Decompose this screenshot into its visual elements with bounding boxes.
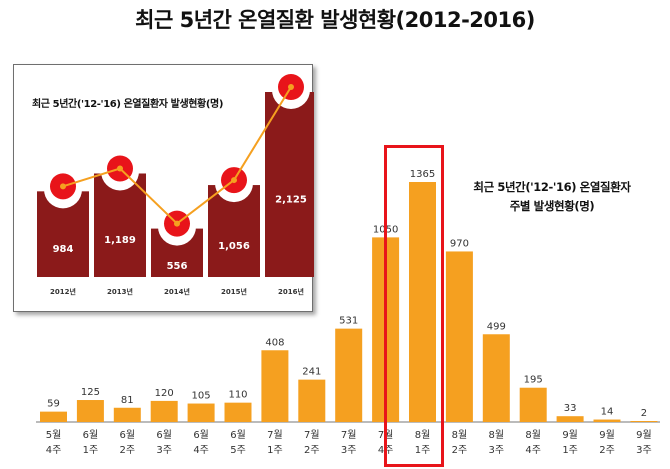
bar-value-label: 531 [339, 316, 358, 327]
x-tick-label: 2주 [452, 445, 468, 456]
inset-bar-2013년 [94, 173, 146, 277]
x-tick-label: 9월 [562, 429, 578, 441]
bar-value-label: 110 [228, 390, 247, 401]
bar-value-label: 33 [564, 403, 577, 414]
weekly-chart-title-line2: 주별 발생현황(명) [509, 199, 595, 213]
x-tick-label: 6월 [230, 429, 246, 441]
x-tick-label: 5월 [46, 429, 62, 441]
inset-chart-svg: 984 2012년 1,189 2013년 556 2014년 1,056 2015년 2,12… [37, 71, 314, 296]
bar-value-label: 241 [302, 367, 321, 378]
x-tick-label: 8월 [415, 429, 431, 441]
x-tick-label: 6월 [156, 429, 172, 441]
inset-value-label: 2,125 [275, 195, 307, 206]
bar-6월-1주 [76, 400, 104, 422]
bar-6월-2주 [113, 407, 141, 422]
x-tick-label: 9월 [636, 429, 652, 441]
bar-value-label: 970 [450, 238, 469, 249]
x-tick-label: 2주 [304, 445, 320, 456]
weekly-chart-title-line1: 최근 5년간('12-'16) 온열질환자 [473, 180, 631, 194]
x-tick-label: 6월 [83, 429, 99, 441]
bar-7월-2주 [298, 379, 326, 422]
inset-line-point [231, 177, 237, 184]
inset-x-label: 2012년 [50, 287, 76, 296]
inset-value-label: 984 [53, 244, 74, 255]
bar-9월-2주 [593, 419, 621, 422]
x-tick-label: 7월 [341, 429, 357, 441]
bar-value-label: 408 [265, 337, 284, 348]
x-tick-label: 4주 [193, 445, 209, 456]
inset-line-point [60, 183, 66, 190]
bar-5월-4주 [40, 411, 67, 422]
x-tick-label: 3주 [341, 445, 357, 456]
x-tick-label: 1주 [415, 445, 431, 456]
bar-8월-4주 [519, 387, 547, 422]
bar-6월-4주 [187, 403, 215, 422]
x-tick-label: 8월 [452, 429, 468, 441]
x-tick-label: 3주 [156, 445, 172, 456]
x-tick-label: 5주 [230, 445, 246, 456]
x-tick-label: 2주 [120, 445, 136, 456]
x-tick-label: 3주 [489, 445, 505, 456]
inset-chart-title: 최근 5년간('12-'16) 온열질환자 발생현황(명) [32, 99, 223, 110]
inset-line-point [288, 84, 294, 90]
bar-6월-3주 [150, 400, 178, 422]
x-tick-label: 6월 [120, 429, 136, 441]
bar-value-label: 105 [192, 391, 211, 402]
x-tick-label: 8월 [525, 429, 541, 441]
x-tick-label: 1주 [267, 445, 283, 456]
inset-x-label: 2013년 [107, 287, 133, 296]
x-tick-label: 7월 [304, 429, 320, 441]
bar-7월-3주 [335, 328, 363, 422]
x-tick-label: 4주 [525, 445, 541, 456]
x-tick-label: 7월 [267, 429, 283, 441]
bar-value-label: 195 [524, 375, 543, 386]
bar-value-label: 125 [81, 387, 100, 398]
x-tick-label: 4주 [46, 445, 62, 456]
bar-9월-1주 [556, 416, 584, 422]
bar-value-label: 2 [641, 408, 647, 419]
x-tick-label: 8월 [489, 429, 505, 441]
bar-value-label: 1365 [410, 169, 435, 180]
august-week1-highlight [384, 145, 444, 467]
bar-value-label: 14 [601, 407, 614, 418]
inset-line-point [174, 220, 180, 227]
inset-line-point [117, 165, 123, 172]
x-tick-label: 3주 [636, 445, 652, 456]
x-tick-label: 2주 [599, 445, 615, 456]
inset-x-label: 2014년 [164, 287, 190, 296]
x-tick-label: 1주 [562, 445, 578, 456]
weekly-chart-title: 최근 5년간('12-'16) 온열질환자 주별 발생현황(명) [452, 178, 652, 216]
inset-bar-2016년 [265, 92, 314, 277]
x-tick-label: 6월 [193, 429, 209, 441]
inset-x-label: 2015년 [221, 287, 247, 296]
bar-value-label: 59 [47, 399, 60, 410]
bar-8월-3주 [482, 334, 510, 422]
bar-value-label: 120 [155, 388, 174, 399]
bar-8월-2주 [445, 251, 473, 422]
bar-8월-1주 [409, 182, 436, 422]
inset-value-label: 556 [167, 261, 188, 272]
bar-9월-3주 [630, 421, 658, 422]
x-tick-label: 1주 [83, 445, 99, 456]
inset-value-label: 1,056 [218, 241, 250, 252]
x-tick-label: 9월 [599, 429, 615, 441]
main-title: 최근 5년간 온열질환 발생현황(2012-2016) [135, 8, 535, 32]
inset-x-label: 2016년 [278, 287, 304, 296]
bar-value-label: 81 [121, 395, 134, 406]
bar-6월-5주 [224, 402, 252, 422]
inset-value-label: 1,189 [104, 235, 136, 246]
bar-7월-1주 [261, 350, 289, 422]
inset-yearly-chart: 984 2012년 1,189 2013년 556 2014년 1,056 2015년 2,12… [13, 64, 314, 312]
bar-value-label: 499 [487, 321, 506, 332]
